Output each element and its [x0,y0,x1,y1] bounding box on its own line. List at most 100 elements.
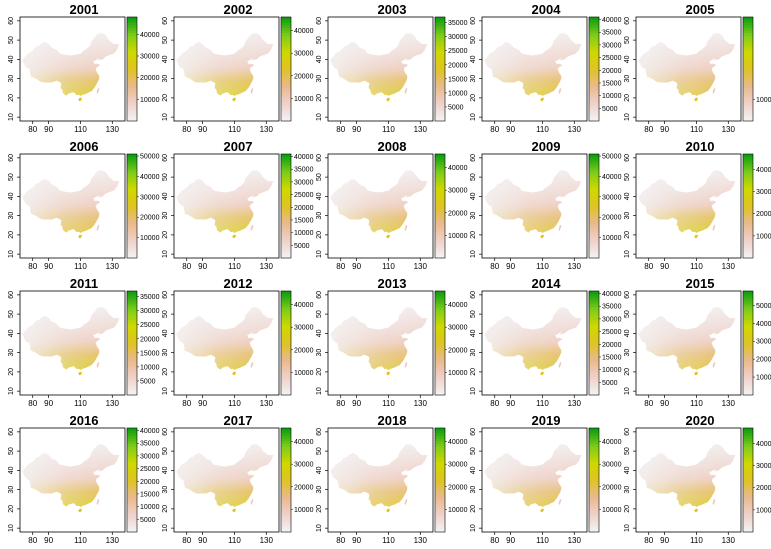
legend-color-segment [743,221,753,225]
legend-color-segment [743,508,753,512]
legend-color-segment [281,161,291,165]
y-tick-label: 10 [470,250,477,258]
legend-color-segment [127,221,137,225]
legend-color-segment [435,389,445,393]
legend-color-segment [435,350,445,354]
legend-color-segment [127,296,137,300]
y-tick-label: 20 [8,94,15,102]
legend-color-segment [435,485,445,489]
legend-color-segment [281,448,291,452]
legend-color-segment [743,387,753,391]
legend-color-segment [281,430,291,434]
legend-color-segment [127,48,137,52]
legend-color-segment [435,159,445,163]
legend-color-segment [743,384,753,388]
legend-tick-label: 10000 [602,507,622,514]
legend-color-segment [743,371,753,375]
y-tick-label: 40 [624,329,631,337]
legend-color-segment [127,361,137,365]
y-tick-label: 50 [162,447,169,455]
legend-tick-label: 15000 [294,217,314,224]
legend-color-segment [127,66,137,70]
legend-color-segment [281,115,291,119]
legend-tick-label: 30000 [602,194,622,201]
y-tick-label: 10 [624,387,631,395]
legend-color-segment [435,247,445,251]
legend-color-segment [435,301,445,305]
legend-color-segment [281,92,291,96]
legend-color-segment [589,95,599,98]
legend-color-segment [127,177,137,181]
legend-color-segment [435,343,445,346]
legend-color-segment [435,195,445,199]
legend-color-segment [281,467,291,470]
legend-color-segment [281,198,291,202]
legend-color-segment [127,167,137,170]
legend-color-segment [435,24,445,28]
legend-color-segment [435,482,445,486]
legend-color-segment [435,430,445,434]
legend-color-segment [589,216,599,220]
legend-color-segment [435,174,445,178]
legend-color-segment [127,203,137,207]
legend-color-segment [743,105,753,109]
y-tick-label: 10 [162,113,169,121]
legend-color-segment [127,187,137,191]
y-tick-label: 10 [8,524,15,532]
legend-color-segment [127,345,137,349]
legend-color-segment [281,438,291,442]
legend-frame [126,290,138,396]
legend-tick-label: 25000 [294,192,314,199]
legend-color-segment [435,27,445,31]
legend-color-segment [435,208,445,212]
legend-tick-label: 10000 [294,507,314,514]
legend-color-segment [743,298,753,302]
legend-color-segment [281,37,291,41]
legend-color-segment [589,451,599,455]
legend-color-segment [435,384,445,388]
panel-title: 2017 [223,413,253,428]
legend-color-segment [435,180,445,183]
legend-color-segment [435,358,445,362]
legend-color-segment [281,382,291,385]
legend-color-segment [589,353,599,357]
legend-color-segment [281,167,291,170]
legend-color-segment [127,208,137,212]
panel-title: 2016 [69,413,99,428]
y-tick-label: 60 [470,428,477,436]
legend-tick-label: 10000 [140,235,160,242]
legend-frame [588,427,600,533]
legend-color-segment [743,306,753,310]
legend-color-segment [281,524,291,528]
y-tick-label: 30 [8,486,15,494]
legend-color-segment [435,22,445,26]
legend-color-segment [281,376,291,380]
legend-color-segment [435,226,445,230]
legend-color-segment [281,100,291,104]
legend-color-segment [281,511,291,515]
legend-color-segment [435,232,445,235]
legend-color-segment [435,50,445,54]
legend-color-segment [127,190,137,194]
x-tick-label: 130 [414,125,428,134]
legend-tick-label: 5000 [602,106,618,113]
legend-color-segment [281,110,291,114]
x-tick-label: 130 [722,399,736,408]
legend-color-segment [281,392,291,396]
x-tick-label: 130 [568,262,582,271]
legend-color-segment [127,195,137,199]
map-panel-2013: 2013 80 90 110 130 10 20 30 40 50 60 10000 20000 3000… [308,274,468,411]
legend-color-segment [281,35,291,39]
legend-color-segment [743,526,753,530]
legend-color-segment [589,219,599,222]
legend-color-segment [435,451,445,455]
panel-svg: 80 90 110 130 10 20 30 40 50 60 5000 10000 15000 2000… [162,153,314,271]
legend-color-segment [127,237,137,241]
y-tick-label: 30 [162,349,169,357]
y-tick-label: 20 [162,505,169,513]
legend-color-segment [435,454,445,457]
legend-color-segment [435,293,445,297]
y-tick-label: 20 [316,368,323,376]
y-tick-label: 30 [8,212,15,220]
x-tick-label: 130 [106,536,120,545]
